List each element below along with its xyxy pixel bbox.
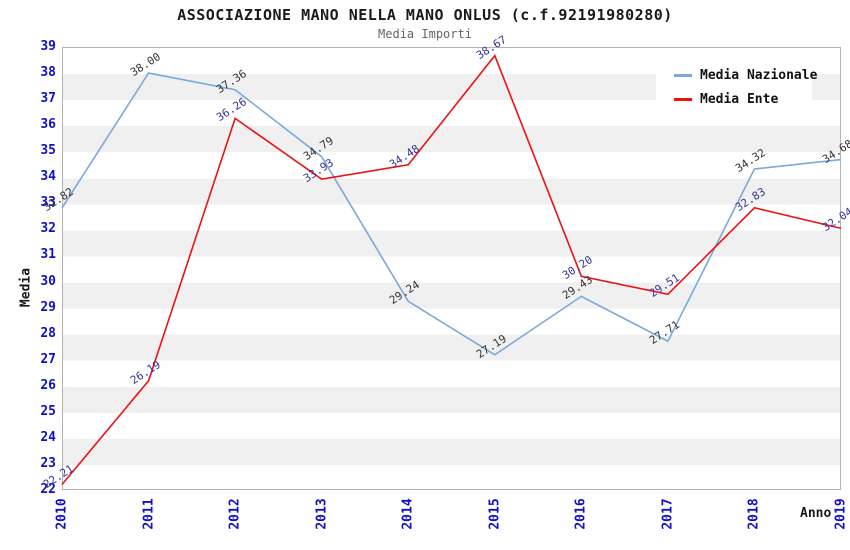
x-tick-label: 2013 — [314, 498, 330, 530]
x-tick-label: 2019 — [833, 498, 849, 530]
x-tick-label: 2010 — [54, 498, 70, 530]
y-tick-label: 23 — [40, 455, 56, 471]
x-tick-label: 2018 — [746, 498, 762, 530]
x-tick-label: 2015 — [487, 498, 503, 530]
y-tick-label: 27 — [40, 351, 56, 367]
y-tick-label: 24 — [40, 429, 56, 445]
y-tick-label: 34 — [40, 169, 56, 185]
y-tick-label: 22 — [40, 482, 56, 497]
y-tick-label: 37 — [40, 91, 56, 107]
y-tick-label: 28 — [40, 325, 56, 341]
chart-title: ASSOCIAZIONE MANO NELLA MANO ONLUS (c.f.… — [177, 6, 673, 24]
x-tick-label: 2014 — [400, 498, 416, 530]
legend-label-media-nazionale: Media Nazionale — [700, 68, 818, 83]
legend: Media Nazionale Media Ente — [656, 57, 817, 118]
y-tick-label: 38 — [40, 65, 56, 81]
y-tick-label: 39 — [40, 39, 56, 54]
y-tick-label: 26 — [40, 377, 56, 393]
y-tick-label: 29 — [40, 299, 56, 315]
legend-item-media-ente: Media Ente — [662, 92, 806, 107]
y-tick-label: 31 — [40, 247, 56, 263]
y-axis-title: Media — [18, 267, 34, 308]
y-tick-label: 25 — [40, 403, 56, 419]
x-tick-label: 2016 — [573, 498, 589, 530]
y-tick-label: 30 — [40, 273, 56, 289]
legend-swatch-media-nazionale — [674, 74, 692, 77]
chart-subtitle: Media Importi — [378, 27, 472, 41]
x-axis-title: Anno — [800, 506, 832, 521]
legend-label-media-ente: Media Ente — [700, 92, 779, 107]
legend-swatch-media-ente — [674, 98, 692, 101]
y-tick-label: 33 — [40, 195, 56, 211]
y-tick-label: 35 — [40, 143, 56, 159]
legend-item-media-nazionale: Media Nazionale — [662, 68, 817, 83]
x-tick-label: 2011 — [141, 498, 157, 530]
y-tick-label: 32 — [40, 221, 56, 237]
y-tick-label: 36 — [40, 117, 56, 133]
x-tick-label: 2017 — [660, 498, 676, 530]
x-tick-label: 2012 — [227, 498, 243, 530]
